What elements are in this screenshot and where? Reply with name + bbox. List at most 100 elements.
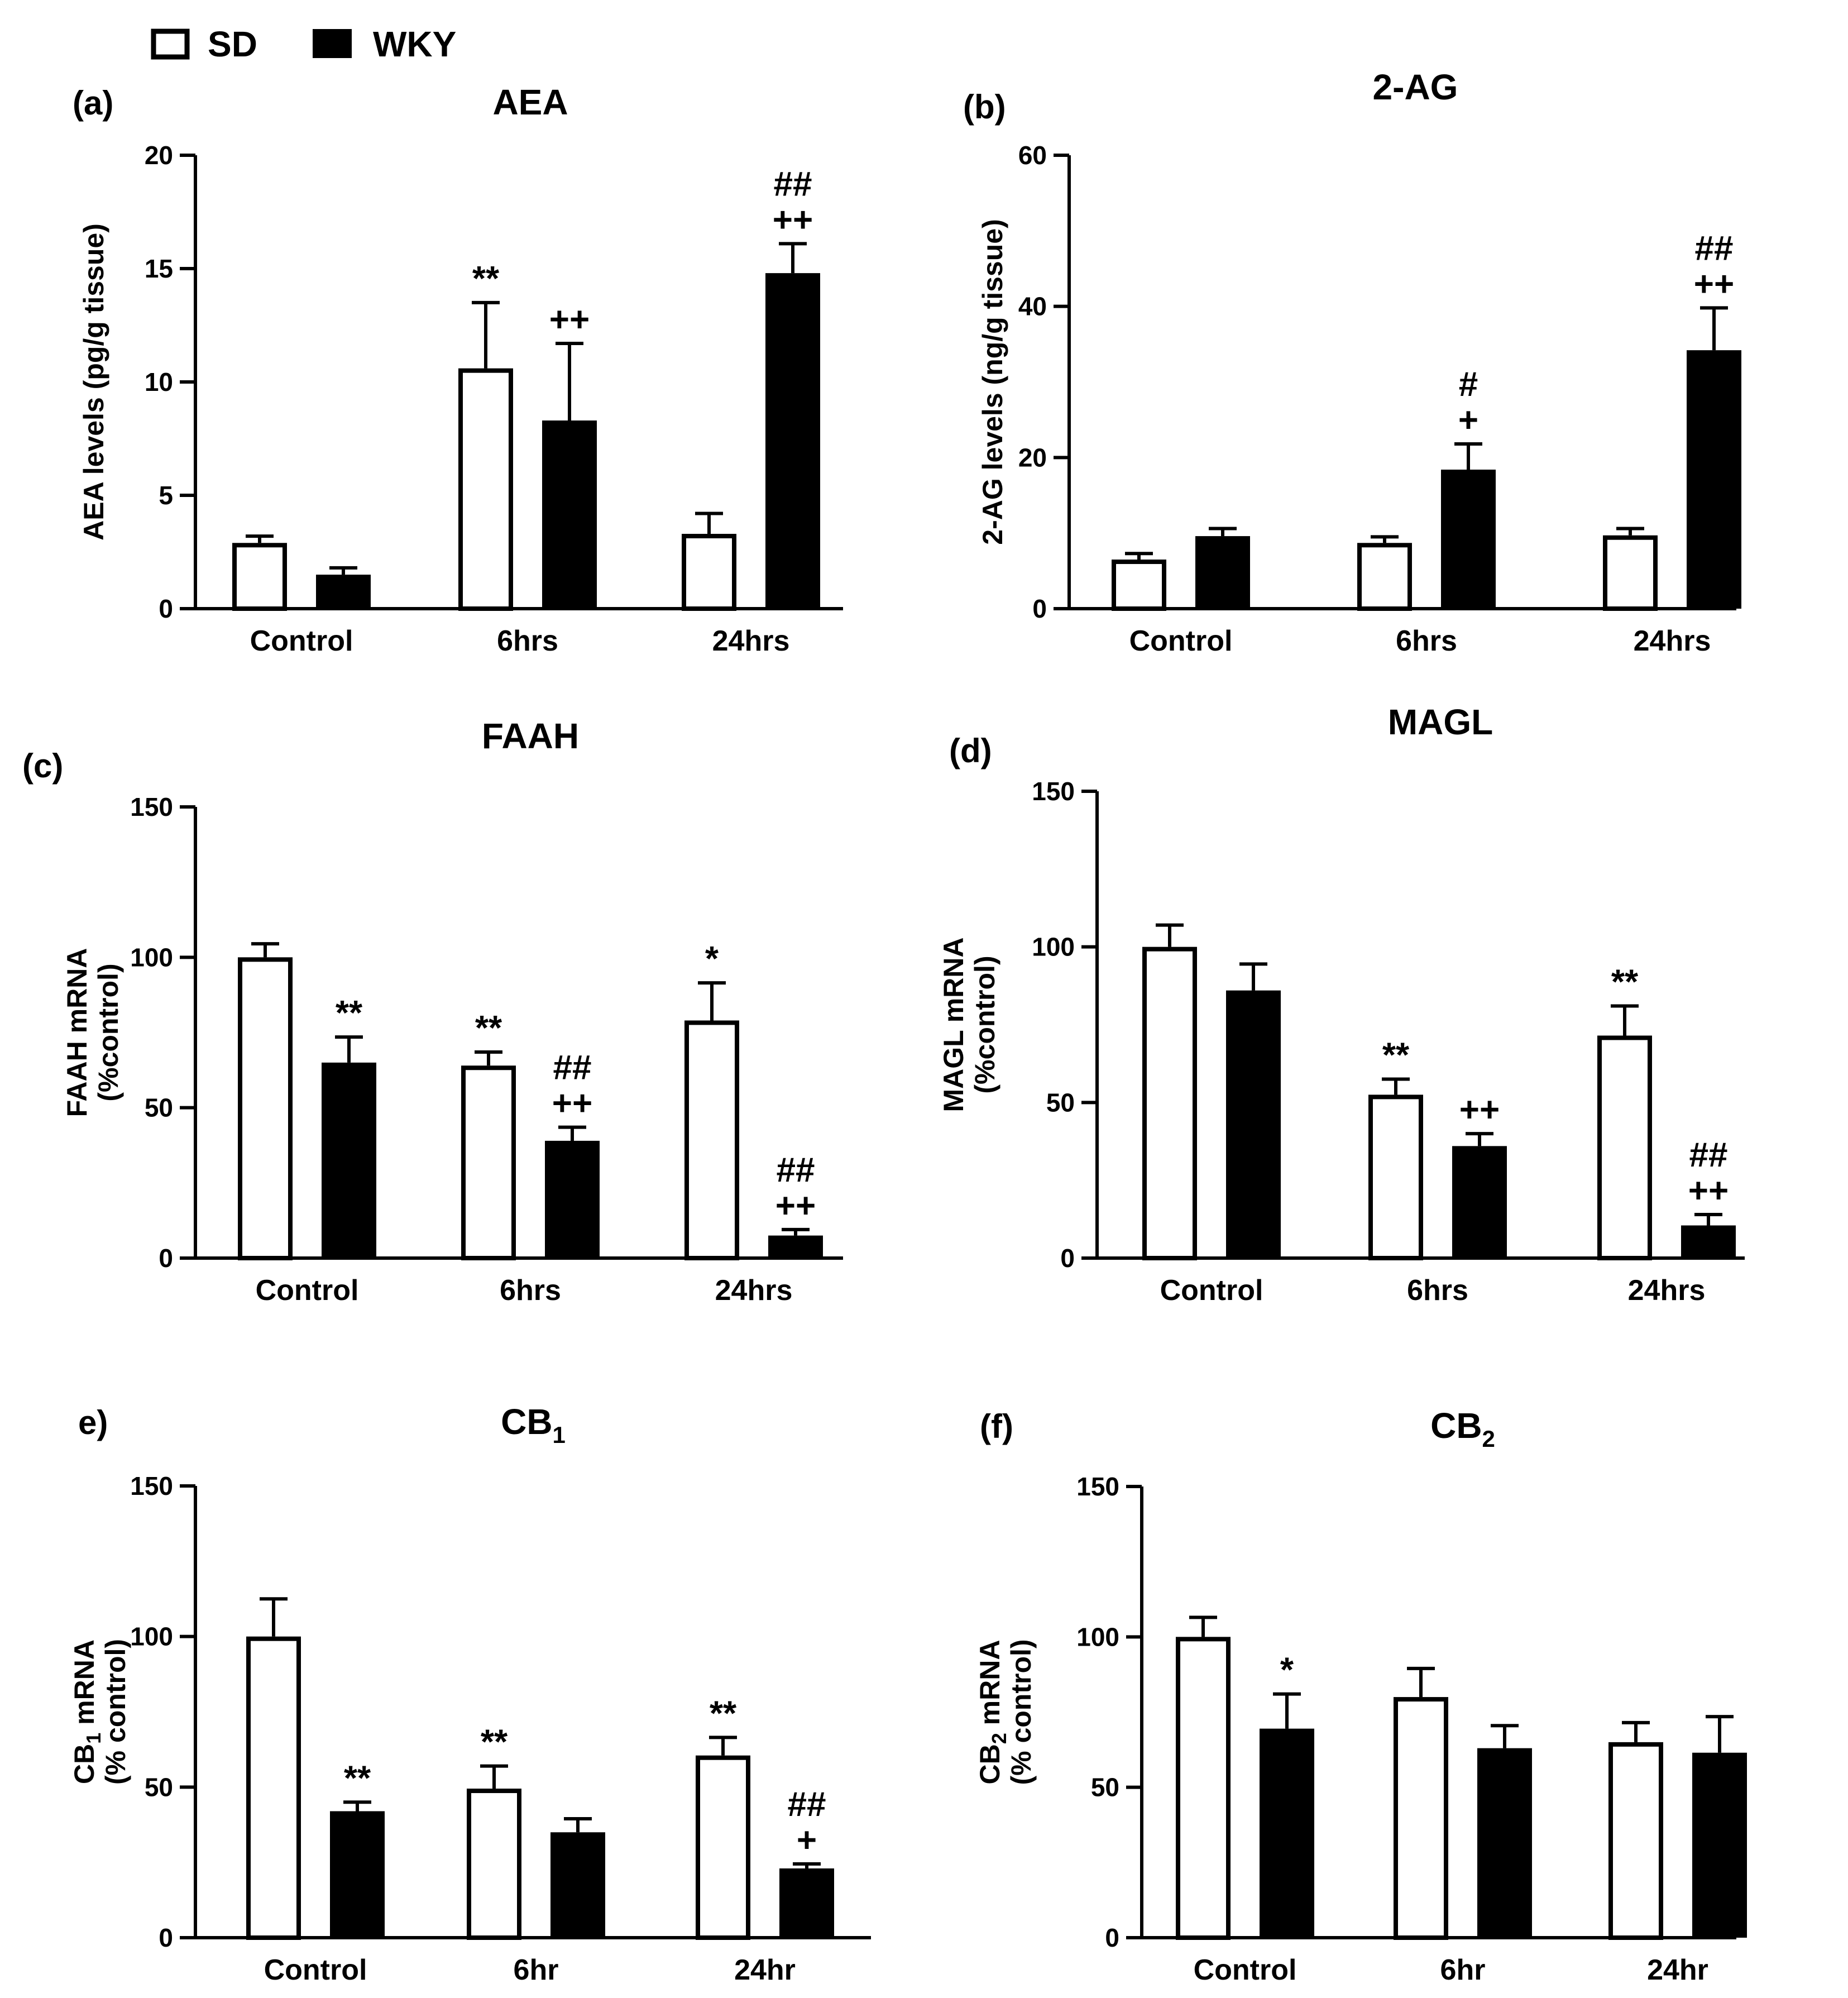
- panel-title: CB2: [1430, 1406, 1495, 1452]
- title-subscript: 1: [553, 1422, 566, 1448]
- x-tick-label: Control: [250, 625, 353, 657]
- bar-wky: [545, 1140, 600, 1258]
- bar-sd: [458, 368, 513, 611]
- x-tick-label: 6hrs: [1407, 1274, 1468, 1307]
- panel-label: (b): [963, 88, 1006, 126]
- y-tick-label: 20: [1018, 443, 1047, 472]
- y-tick-label: 15: [145, 254, 173, 283]
- significance-mark: ++: [773, 200, 813, 239]
- y-tick-label: 50: [145, 1772, 173, 1801]
- y-tick-label: 100: [1032, 933, 1075, 962]
- x-tick-label: Control: [264, 1954, 367, 1986]
- bar-sd: [1357, 543, 1412, 611]
- bar-sd: [1176, 1637, 1231, 1940]
- x-tick-label: 6hrs: [500, 1274, 561, 1307]
- significance-mark: ##: [774, 165, 812, 203]
- x-tick-label: Control: [1194, 1954, 1297, 1986]
- panel-label: (c): [22, 747, 63, 785]
- y-tick-label: 10: [145, 367, 173, 396]
- panel-e: e) CB1 0 50 100 150 CB1 mRNA(% control) Control…: [69, 1402, 871, 1986]
- y-axis-label-subscript: 1: [82, 1733, 105, 1744]
- significance-mark: **: [1611, 963, 1639, 1002]
- panel-label: e): [78, 1404, 108, 1441]
- significance-mark: +: [797, 1821, 817, 1860]
- y-tick-label: 150: [1032, 777, 1075, 806]
- bar-wky: [768, 1235, 823, 1258]
- significance-mark: **: [1382, 1036, 1410, 1075]
- x-tick-label: 24hrs: [1634, 625, 1711, 657]
- bar-wky: [1692, 1752, 1747, 1938]
- y-tick-label: 0: [159, 1923, 173, 1952]
- bar-sd: [1597, 1035, 1652, 1261]
- bar-wky: [1681, 1225, 1736, 1258]
- bar-sd: [1394, 1697, 1448, 1940]
- bar-sd: [1603, 535, 1658, 611]
- legend-label-wky: WKY: [373, 24, 456, 64]
- bar-sd: [467, 1789, 521, 1940]
- y-axis-label-line2: (% control): [1006, 1639, 1037, 1785]
- panel-label: (d): [949, 732, 992, 769]
- bar-sd: [232, 543, 287, 611]
- panel-title: FAAH: [482, 716, 579, 756]
- panel-title: MAGL: [1388, 702, 1493, 742]
- y-axis-label-rest: mRNA: [69, 1639, 100, 1733]
- y-tick-label: 100: [1076, 1622, 1119, 1651]
- bar-sd: [1368, 1094, 1423, 1261]
- y-tick-label: 20: [145, 141, 173, 170]
- x-tick-label: 24hrs: [715, 1274, 793, 1307]
- panel-title: AEA: [492, 82, 568, 122]
- bar-sd: [684, 1020, 739, 1261]
- significance-mark: #: [1459, 365, 1478, 404]
- bar-wky: [330, 1811, 385, 1938]
- y-axis-label-line1: CB1 mRNA: [69, 1639, 105, 1784]
- y-axis-label: AEA levels (pg/g tissue): [78, 223, 109, 541]
- significance-mark: +: [1458, 401, 1478, 439]
- bar-wky: [1687, 350, 1741, 609]
- bar-sd: [246, 1636, 301, 1940]
- y-axis-label-line1: CB2 mRNA: [974, 1640, 1011, 1785]
- significance-mark: ++: [549, 300, 590, 339]
- bar-sd: [461, 1065, 516, 1260]
- panel-label: (f): [980, 1408, 1013, 1445]
- panel-a: (a) AEA 0 5 10 15 20 AEA levels (pg/g tissue) Co…: [73, 82, 843, 657]
- y-tick-label: 50: [145, 1093, 173, 1122]
- significance-mark: ++: [1688, 1172, 1729, 1210]
- significance-mark: *: [1280, 1651, 1294, 1690]
- bar-wky: [1452, 1146, 1507, 1258]
- y-tick-label: 150: [1076, 1472, 1119, 1501]
- bar-sd: [682, 534, 736, 611]
- bar-wky: [322, 1062, 376, 1258]
- y-axis-label-subscript: 2: [988, 1733, 1011, 1744]
- panel-label: (a): [73, 84, 113, 122]
- y-tick-label: 0: [1032, 594, 1047, 623]
- x-tick-label: 6hrs: [497, 625, 558, 657]
- bar-wky: [1195, 536, 1250, 609]
- bar-wky: [1477, 1748, 1532, 1938]
- significance-mark: **: [336, 994, 363, 1033]
- y-tick-label: 0: [159, 1244, 173, 1273]
- x-tick-label: 6hr: [1440, 1954, 1486, 1986]
- legend-swatch-sd: [151, 28, 190, 60]
- bar-wky: [542, 420, 597, 609]
- y-tick-label: 0: [159, 594, 173, 623]
- bar-wky: [779, 1868, 834, 1938]
- bar-sd: [238, 957, 293, 1261]
- significance-mark: **: [472, 260, 500, 298]
- bar-sd: [696, 1755, 750, 1940]
- significance-mark: ++: [775, 1187, 816, 1225]
- significance-mark: ##: [788, 1785, 826, 1824]
- bar-sd: [1142, 947, 1197, 1260]
- y-axis-label-line1: FAAH mRNA: [61, 948, 93, 1117]
- x-tick-label: Control: [256, 1274, 359, 1307]
- y-axis-label-line2: (%control): [969, 955, 1000, 1093]
- significance-mark: **: [344, 1759, 371, 1798]
- x-tick-label: 24hr: [1647, 1954, 1708, 1986]
- bar-wky: [765, 273, 820, 609]
- x-tick-label: 24hr: [734, 1954, 796, 1986]
- y-axis-label-line1: MAGL mRNA: [938, 938, 969, 1112]
- y-axis-label: CB1 mRNA(% control): [69, 1639, 131, 1785]
- y-axis-label-line2: (%control): [93, 963, 124, 1101]
- panel-c: (c) FAAH 0 50 100 150 FAAH mRNA(%control) Contr…: [22, 716, 843, 1307]
